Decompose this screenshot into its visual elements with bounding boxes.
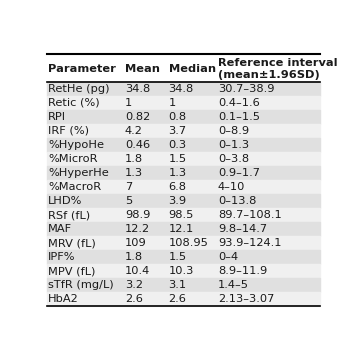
Bar	[47, 110, 321, 124]
Text: 10.4: 10.4	[125, 266, 150, 276]
Text: 4–10: 4–10	[218, 182, 245, 192]
Text: 0.8: 0.8	[169, 112, 187, 122]
Text: MPV (fL): MPV (fL)	[48, 266, 96, 276]
Text: 1.3: 1.3	[169, 168, 187, 178]
Text: IRF (%): IRF (%)	[48, 126, 89, 136]
Text: IPF%: IPF%	[48, 252, 76, 262]
Text: 4.2: 4.2	[125, 126, 143, 136]
Text: 0.3: 0.3	[169, 140, 187, 150]
Text: 30.7–38.9: 30.7–38.9	[218, 83, 274, 93]
Text: MAF: MAF	[48, 224, 72, 234]
Text: 89.7–108.1: 89.7–108.1	[218, 210, 282, 220]
Text: Reference interval
(mean±1.96SD): Reference interval (mean±1.96SD)	[218, 58, 337, 80]
Text: 1.8: 1.8	[125, 154, 143, 164]
Text: 0–1.3: 0–1.3	[218, 140, 249, 150]
Text: 9.8–14.7: 9.8–14.7	[218, 224, 267, 234]
Text: 8.9–11.9: 8.9–11.9	[218, 266, 267, 276]
Text: %HyperHe: %HyperHe	[48, 168, 109, 178]
Text: 7: 7	[125, 182, 132, 192]
Text: 108.95: 108.95	[169, 238, 209, 248]
Text: 3.2: 3.2	[125, 280, 143, 290]
Bar	[47, 194, 321, 208]
Text: %HypoHe: %HypoHe	[48, 140, 104, 150]
Text: 1.5: 1.5	[169, 252, 187, 262]
Text: Retic (%): Retic (%)	[48, 98, 100, 108]
Text: 98.5: 98.5	[169, 210, 194, 220]
Text: RetHe (pg): RetHe (pg)	[48, 83, 110, 93]
Text: 0–8.9: 0–8.9	[218, 126, 249, 136]
Text: 109: 109	[125, 238, 146, 248]
Text: 1.5: 1.5	[169, 154, 187, 164]
Bar	[47, 208, 321, 222]
Text: HbA2: HbA2	[48, 295, 79, 304]
Text: LHD%: LHD%	[48, 196, 83, 206]
Text: 0.4–1.6: 0.4–1.6	[218, 98, 259, 108]
Text: 2.6: 2.6	[125, 295, 143, 304]
Text: 6.8: 6.8	[169, 182, 187, 192]
Text: 5: 5	[125, 196, 132, 206]
Bar	[47, 236, 321, 250]
Text: 0.46: 0.46	[125, 140, 150, 150]
Bar	[47, 222, 321, 236]
Text: Parameter: Parameter	[48, 64, 116, 74]
Text: 1: 1	[169, 98, 176, 108]
Text: 3.7: 3.7	[169, 126, 187, 136]
Bar	[47, 264, 321, 279]
Text: %MicroR: %MicroR	[48, 154, 98, 164]
Bar	[47, 54, 321, 82]
Text: Mean: Mean	[125, 64, 160, 74]
Text: 98.9: 98.9	[125, 210, 150, 220]
Text: 10.3: 10.3	[169, 266, 194, 276]
Text: RSf (fL): RSf (fL)	[48, 210, 90, 220]
Text: MRV (fL): MRV (fL)	[48, 238, 96, 248]
Text: 1.3: 1.3	[125, 168, 143, 178]
Bar	[47, 180, 321, 194]
Bar	[47, 250, 321, 264]
Bar	[47, 152, 321, 166]
Text: 3.9: 3.9	[169, 196, 187, 206]
Bar	[47, 138, 321, 152]
Bar	[47, 96, 321, 110]
Text: 0–13.8: 0–13.8	[218, 196, 256, 206]
Bar	[47, 166, 321, 180]
Text: %MacroR: %MacroR	[48, 182, 101, 192]
Text: 0.82: 0.82	[125, 112, 150, 122]
Text: 93.9–124.1: 93.9–124.1	[218, 238, 281, 248]
Text: 34.8: 34.8	[125, 83, 150, 93]
Text: 2.13–3.07: 2.13–3.07	[218, 295, 274, 304]
Text: sTfR (mg/L): sTfR (mg/L)	[48, 280, 114, 290]
Text: 0–3.8: 0–3.8	[218, 154, 249, 164]
Bar	[47, 82, 321, 96]
Text: 0.1–1.5: 0.1–1.5	[218, 112, 260, 122]
Text: 3.1: 3.1	[169, 280, 187, 290]
Text: 0–4: 0–4	[218, 252, 238, 262]
Bar	[47, 124, 321, 138]
Text: 34.8: 34.8	[169, 83, 194, 93]
Text: 12.2: 12.2	[125, 224, 150, 234]
Bar	[47, 292, 321, 306]
Text: 1.4–5: 1.4–5	[218, 280, 249, 290]
Bar	[47, 279, 321, 292]
Text: 2.6: 2.6	[169, 295, 186, 304]
Text: 1.8: 1.8	[125, 252, 143, 262]
Text: 0.9–1.7: 0.9–1.7	[218, 168, 260, 178]
Text: 1: 1	[125, 98, 132, 108]
Text: 12.1: 12.1	[169, 224, 194, 234]
Text: Median: Median	[169, 64, 216, 74]
Text: RPI: RPI	[48, 112, 66, 122]
